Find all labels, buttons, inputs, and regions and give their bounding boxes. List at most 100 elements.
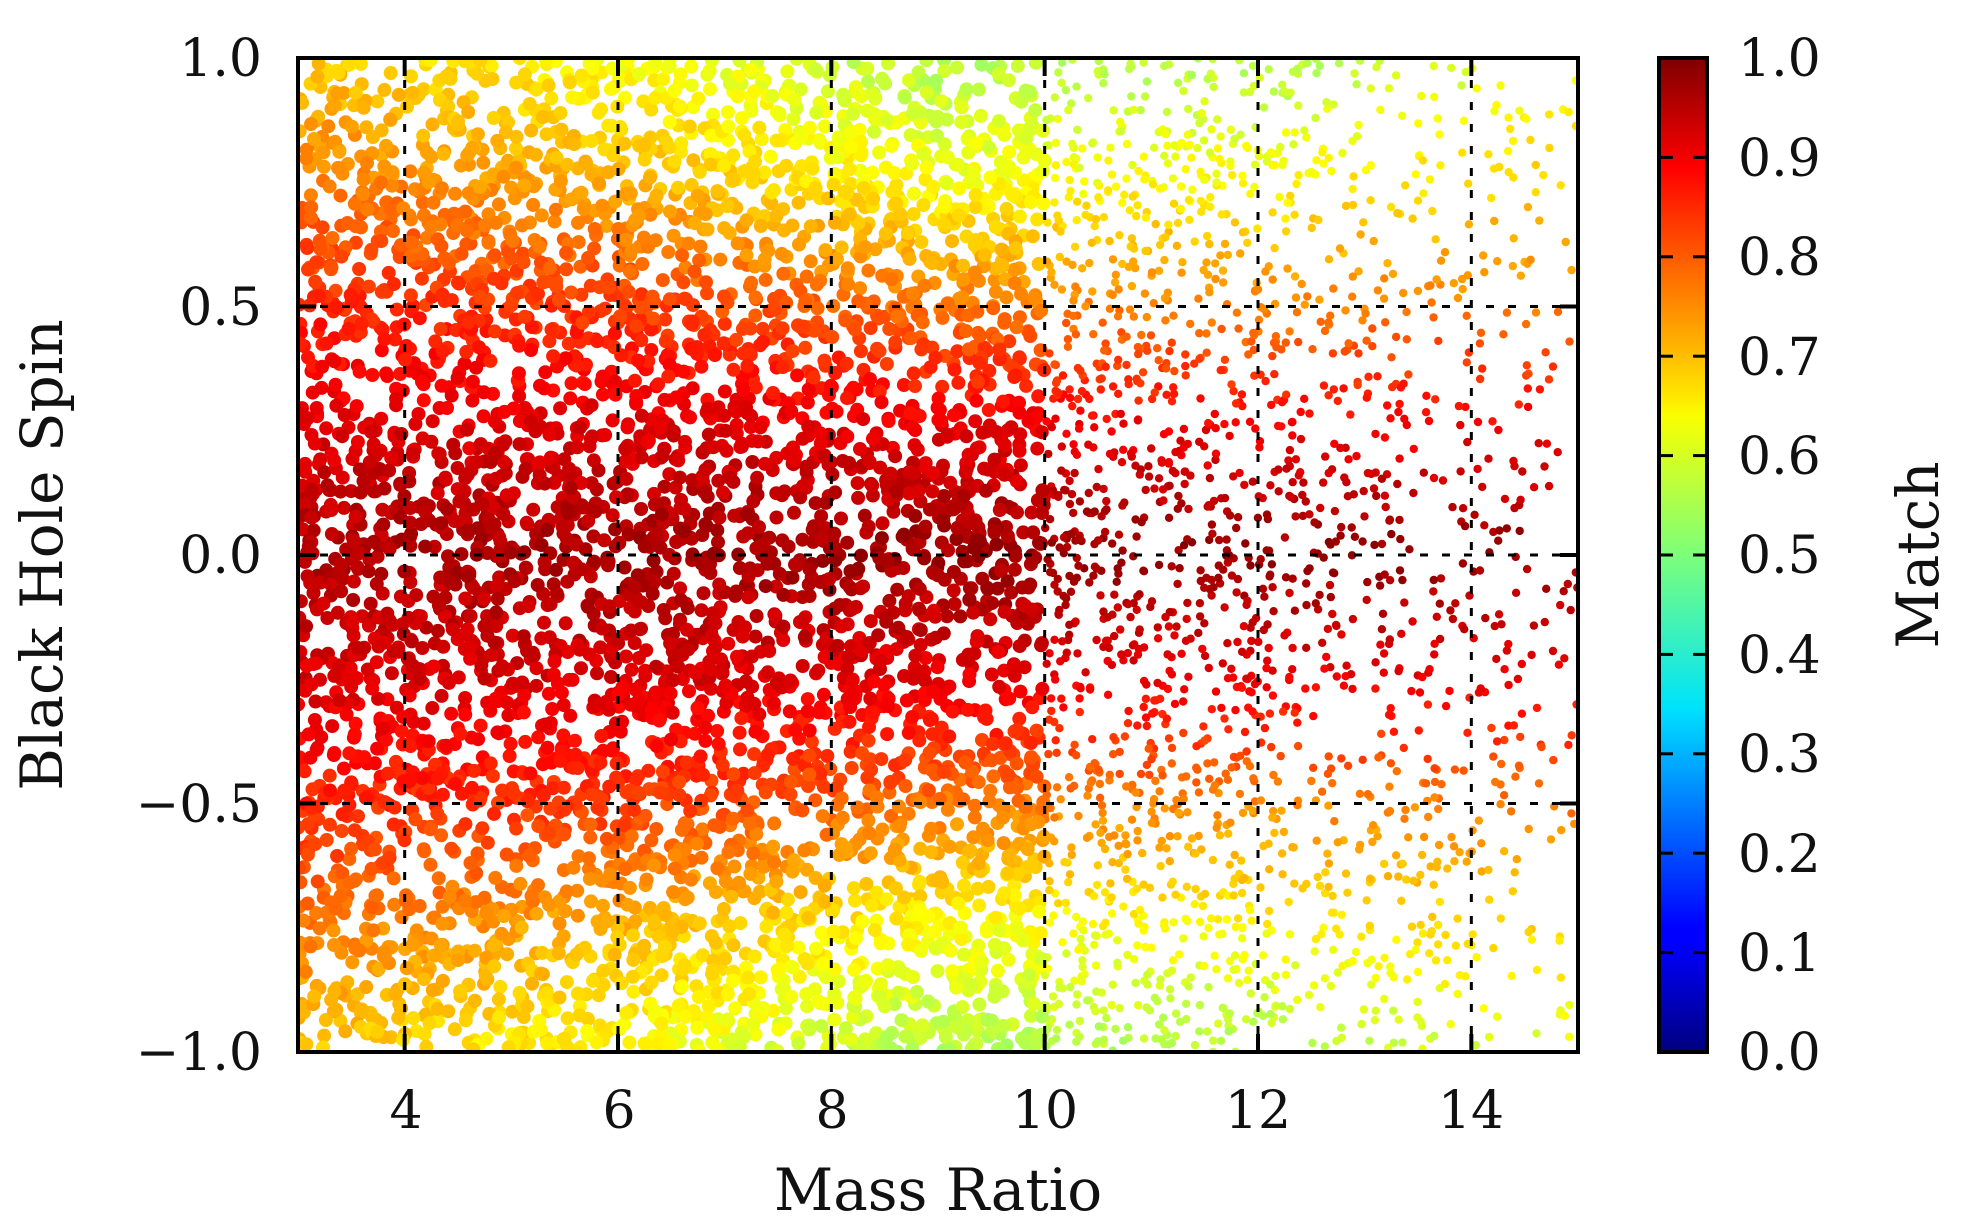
scatter-point (1010, 505, 1024, 520)
scatter-point (535, 945, 550, 960)
scatter-point (1079, 189, 1088, 199)
scatter-point (1034, 638, 1048, 653)
scatter-point (1391, 71, 1401, 80)
scatter-point (1290, 708, 1299, 717)
scatter-point (1120, 732, 1130, 741)
scatter-point (1399, 288, 1408, 298)
scatter-point (1031, 257, 1046, 271)
scatter-point (971, 938, 986, 953)
scatter-point (828, 553, 843, 568)
scatter-point (834, 619, 849, 634)
scatter-point (1248, 477, 1258, 486)
scatter-point (1125, 305, 1135, 314)
scatter-point (1224, 725, 1233, 734)
scatter-point (1480, 521, 1489, 530)
scatter-point (1316, 317, 1325, 326)
scatter-point (1521, 319, 1531, 329)
scatter-point (776, 633, 791, 647)
scatter-point (1200, 619, 1209, 628)
scatter-point (1085, 394, 1094, 404)
scatter-point (1425, 175, 1435, 184)
scatter-point (1296, 407, 1305, 417)
scatter-point (1013, 458, 1028, 473)
scatter-point (1288, 431, 1297, 440)
scatter-point (423, 822, 438, 837)
scatter-point (1322, 98, 1331, 107)
scatter-point (792, 237, 806, 252)
scatter-point (1207, 125, 1216, 134)
scatter-point (1028, 103, 1043, 118)
scatter-point (531, 730, 546, 745)
scatter-point (576, 201, 591, 216)
scatter-point (1324, 752, 1333, 761)
scatter-point (547, 214, 562, 229)
scatter-point (621, 527, 636, 542)
scatter-point (1324, 859, 1334, 868)
scatter-point (1504, 113, 1513, 122)
scatter-point (990, 963, 1005, 978)
scatter-point (1425, 949, 1434, 958)
scatter-point (1328, 779, 1337, 788)
scatter-point (1147, 444, 1156, 453)
scatter-point (1057, 442, 1067, 451)
scatter-point (1123, 849, 1132, 859)
scatter-point (971, 775, 986, 790)
scatter-point (718, 874, 733, 889)
scatter-point (1509, 173, 1518, 182)
scatter-point (1422, 391, 1431, 400)
scatter-point (1402, 875, 1411, 884)
scatter-point (1009, 756, 1024, 771)
scatter-point (639, 643, 654, 658)
scatter-point (559, 975, 574, 990)
scatter-point (1139, 1034, 1149, 1043)
scatter-point (988, 220, 1003, 235)
scatter-point (1051, 414, 1060, 423)
scatter-point (1264, 906, 1274, 916)
scatter-point (1440, 248, 1450, 257)
scatter-point (1242, 757, 1252, 766)
scatter-point (1093, 178, 1102, 188)
scatter-point (767, 816, 782, 831)
scatter-point (1532, 965, 1542, 975)
scatter-point (470, 66, 485, 81)
scatter-point (1239, 88, 1249, 97)
scatter-point (1202, 258, 1211, 267)
scatter-point (1392, 767, 1402, 776)
scatter-point (1348, 184, 1357, 194)
scatter-point (1090, 222, 1099, 231)
scatter-point (1500, 494, 1510, 504)
scatter-point (1529, 621, 1539, 630)
scatter-point (1377, 539, 1387, 549)
scatter-point (1260, 723, 1270, 733)
scatter-point (1232, 308, 1242, 317)
scatter-point (1384, 84, 1394, 93)
scatter-point (644, 343, 659, 357)
scatter-point (1141, 485, 1150, 495)
scatter-point (1461, 67, 1471, 77)
scatter-point (1062, 429, 1071, 438)
scatter-point (1292, 308, 1302, 317)
scatter-point (1124, 706, 1133, 716)
scatter-point (568, 747, 583, 762)
scatter-point (1402, 335, 1412, 344)
scatter-point (1351, 947, 1361, 957)
scatter-point (1081, 210, 1090, 220)
scatter-point (1064, 878, 1073, 887)
scatter-point (1216, 132, 1225, 141)
scatter-point (1147, 597, 1157, 606)
scatter-point (1083, 996, 1092, 1005)
scatter-point (1419, 468, 1429, 477)
scatter-point (1064, 105, 1073, 115)
scatter-point (1102, 414, 1111, 424)
scatter-point (743, 321, 758, 336)
scatter-point (1196, 167, 1205, 176)
scatter-point (1400, 414, 1409, 423)
scatter-point (298, 964, 313, 979)
scatter-point (676, 364, 691, 379)
scatter-point (1288, 665, 1297, 674)
scatter-point (1275, 192, 1284, 202)
scatter-point (1159, 1013, 1168, 1022)
scatter-point (662, 114, 677, 129)
scatter-point (1050, 93, 1060, 102)
scatter-point (1184, 504, 1193, 514)
